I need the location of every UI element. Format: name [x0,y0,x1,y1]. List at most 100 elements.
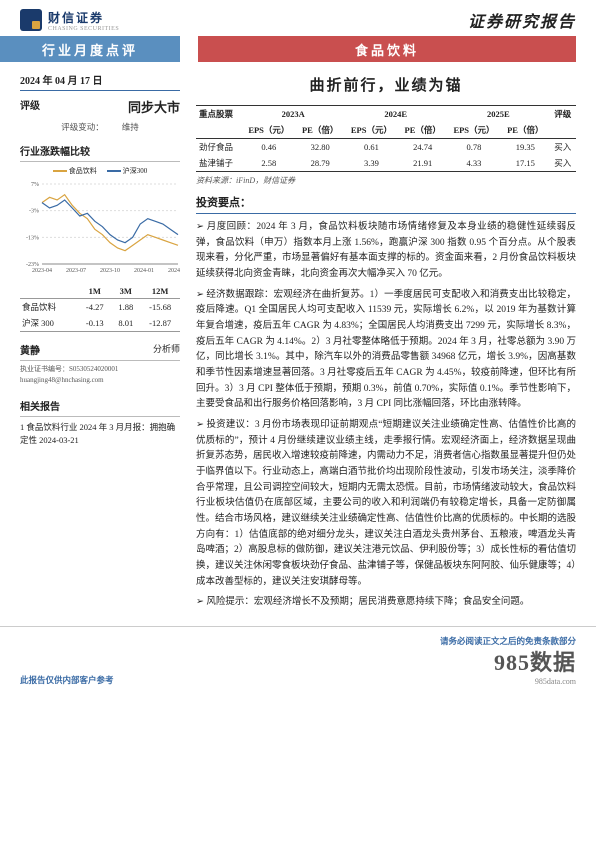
perf-row: 食品饮料-4.271.88-15.68 [20,299,180,316]
analyst-name: 黄静 [20,346,40,357]
stock-cell: 32.80 [296,139,345,156]
bullet-item: ➢ 投资建议：3 月份市场表现印证前期观点“短期建议关注业绩确定性高、估值性价比… [196,418,576,590]
bullet-item: ➢ 风险提示：宏观经济增长不及预期；居民消费意愿持续下降；食品安全问题。 [196,595,576,611]
stock-cell: 买入 [550,139,576,156]
category-band: 行业月度点评 食品饮料 [0,36,596,62]
analyst-role: 分析师 [153,342,180,355]
stock-head-top: 2024E [344,106,447,123]
stock-head-sub: PE（倍） [398,122,447,139]
logo: 财信证券 CHASING SECURITIES [20,9,119,32]
svg-text:2024-01: 2024-01 [134,268,154,274]
legend-swatch-food [53,170,67,172]
stock-row: 劲仔食品0.4632.800.6124.740.7819.35买入 [196,139,576,156]
stock-cell: 0.78 [447,139,501,156]
stock-cell: 24.74 [398,139,447,156]
logo-text: 财信证券 CHASING SECURITIES [48,9,119,32]
stock-cell: 0.61 [344,139,398,156]
related-list: 1 食品饮料行业 2024 年 3 月月报：拥抱确定性 2024-03-21 [20,421,180,447]
company-name-cn: 财信证券 [48,9,119,26]
stock-head-sub: PE（倍） [296,122,345,139]
legend-item-hs300: 沪深300 [107,166,148,176]
rating-change-row: 评级变动： 维持 [20,121,180,133]
svg-text:-3%: -3% [29,209,39,215]
band-left: 行业月度点评 [0,36,180,62]
chart-legend: 食品饮料 沪深300 [20,166,180,176]
stock-cell: 2.58 [242,155,296,172]
stock-head-top: 重点股票 [196,106,242,123]
legend-label-food: 食品饮料 [69,166,97,176]
company-name-en: CHASING SECURITIES [48,26,119,32]
svg-text:2023-10: 2023-10 [100,268,120,274]
stock-table: 重点股票2023A2024E2025E评级EPS（元）PE（倍）EPS（元）PE… [196,105,576,172]
watermark: 985数据 [440,645,576,677]
rating-label: 评级 [20,97,40,116]
perf-table: 1M3M12M 食品饮料-4.271.88-15.68沪深 300-0.138.… [20,284,180,332]
logo-icon [20,9,42,31]
perf-col: 3M [111,284,140,299]
stock-cell: 28.79 [296,155,345,172]
stock-head-sub: EPS（元） [242,122,296,139]
svg-text:7%: 7% [31,182,39,188]
bullet-list: ➢ 月度回顾：2024 年 3 月，食品饮料板块随市场情绪修复及本身业绩的稳健性… [196,220,576,611]
bullet-item: ➢ 月度回顾：2024 年 3 月，食品饮料板块随市场情绪修复及本身业绩的稳健性… [196,220,576,283]
rating-value: 同步大市 [128,97,180,116]
report-title: 曲折前行，业绩为锚 [196,74,576,95]
legend-swatch-hs300 [107,170,121,172]
stock-cell: 21.91 [398,155,447,172]
perf-cell: 1.88 [111,299,140,316]
perf-cell: 食品饮料 [20,299,78,316]
sidebar: 2024 年 04 月 17 日 评级 同步大市 评级变动： 维持 行业涨跌幅比… [20,68,180,616]
stock-head-sub: EPS（元） [344,122,398,139]
perf-cell: -0.13 [78,315,111,332]
stock-cell: 劲仔食品 [196,139,242,156]
page: 财信证券 CHASING SECURITIES 证券研究报告 行业月度点评 食品… [0,0,596,710]
band-gap [180,36,198,62]
content: 2024 年 04 月 17 日 评级 同步大市 评级变动： 维持 行业涨跌幅比… [0,68,596,616]
perf-col: 12M [140,284,180,299]
legend-label-hs300: 沪深300 [123,166,148,176]
stock-cell: 19.35 [501,139,550,156]
stock-head-sub [196,122,242,139]
stock-cell: 买入 [550,155,576,172]
footer-right-block: 请务必阅读正文之后的免责条款部分 985数据 985data.com [440,635,576,686]
stock-head-top: 2023A [242,106,345,123]
invest-heading: 投资要点： [196,194,576,214]
perf-cell: -12.87 [140,315,180,332]
perf-row: 沪深 300-0.138.01-12.87 [20,315,180,332]
top-bar: 财信证券 CHASING SECURITIES 证券研究报告 [0,0,596,36]
stock-head-sub: EPS（元） [447,122,501,139]
perf-chart: 7%-3%-13%-23%2023-042023-072023-102024-0… [20,178,180,278]
perf-cell: -15.68 [140,299,180,316]
stock-head-top: 2025E [447,106,550,123]
perf-cell: 沪深 300 [20,315,78,332]
bullet-item: ➢ 经济数据跟踪：宏观经济在曲折复苏。1）一季度居民可支配收入和消费支出比较稳定… [196,288,576,413]
perf-col [20,284,78,299]
rating-change-label: 评级变动： [61,121,104,133]
perf-heading: 行业涨跌幅比较 [20,143,180,162]
analyst-cert: 执业证书编号：S0530524020001 [20,364,180,374]
stock-cell: 0.46 [242,139,296,156]
footer: 此报告仅供内部客户参考 请务必阅读正文之后的免责条款部分 985数据 985da… [0,626,596,686]
stock-table-source: 资料来源：iFinD，财信证券 [196,175,576,186]
perf-col: 1M [78,284,111,299]
stock-head-sub [550,122,576,139]
footer-left: 此报告仅供内部客户参考 [20,674,114,686]
svg-text:-13%: -13% [26,235,39,241]
svg-text:2023-04: 2023-04 [32,268,52,274]
stock-cell: 17.15 [501,155,550,172]
main-column: 曲折前行，业绩为锚 重点股票2023A2024E2025E评级EPS（元）PE（… [196,68,576,616]
rating-row: 评级 同步大市 [20,95,180,118]
stock-row: 盐津铺子2.5828.793.3921.914.3317.15买入 [196,155,576,172]
perf-cell: -4.27 [78,299,111,316]
legend-item-food: 食品饮料 [53,166,97,176]
rating-change-value: 维持 [122,121,139,133]
stock-cell: 盐津铺子 [196,155,242,172]
stock-cell: 3.39 [344,155,398,172]
related-heading: 相关报告 [20,398,180,417]
stock-cell: 4.33 [447,155,501,172]
perf-chart-svg: 7%-3%-13%-23%2023-042023-072023-102024-0… [20,178,180,278]
related-item: 1 食品饮料行业 2024 年 3 月月报：拥抱确定性 2024-03-21 [20,421,180,447]
analyst-block: 黄静 分析师 执业证书编号：S0530524020001 huangjing48… [20,342,180,384]
watermark-url: 985data.com [440,677,576,686]
doc-type-label: 证券研究报告 [468,8,576,32]
